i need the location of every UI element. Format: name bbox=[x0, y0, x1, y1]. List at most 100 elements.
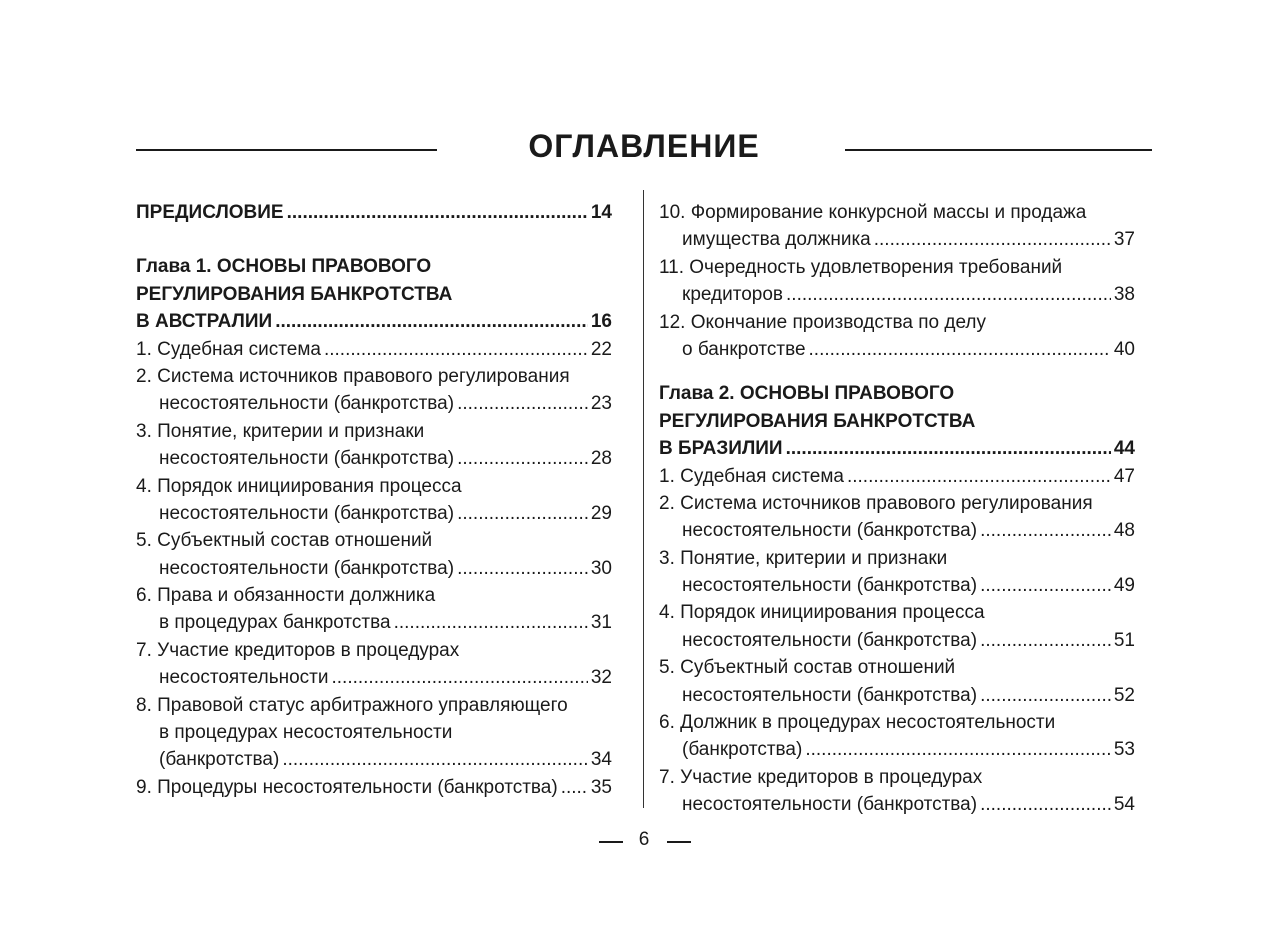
toc-line: ПРЕДИСЛОВИЕ 14 bbox=[136, 199, 612, 226]
toc-line: 2. Система источников правового регулиро… bbox=[659, 490, 1135, 517]
page-number: 6 bbox=[638, 829, 650, 850]
entry-text: 12. Окончание производства по делу bbox=[659, 311, 987, 333]
toc-column: ПРЕДИСЛОВИЕ 14 Глава 1. ОСНОВЫ ПРАВОВОГО РЕ… bbox=[136, 199, 612, 801]
toc-entry: 6. Права и обязанности должника в процеду… bbox=[136, 582, 612, 637]
entry-text: несостоятельности (банкротства) bbox=[682, 520, 978, 542]
entry-text: (банкротства) bbox=[682, 739, 803, 761]
toc-entry: 9. Процедуры несостоятельности (банкротс… bbox=[136, 774, 612, 801]
page-ref: 22 bbox=[590, 338, 612, 360]
page-ref: 44 bbox=[1113, 438, 1135, 460]
page-ref: 37 bbox=[1113, 229, 1135, 251]
dot-leader bbox=[457, 445, 588, 472]
entry-text: несостоятельности (банкротства) bbox=[682, 575, 978, 597]
toc-line: имущества должника 37 bbox=[659, 226, 1135, 253]
entry-text: 4. Порядок инициирования процесса bbox=[659, 602, 985, 624]
entry-text: Глава 2. ОСНОВЫ ПРАВОВОГО bbox=[659, 383, 955, 405]
entry-text: РЕГУЛИРОВАНИЯ БАНКРОТСТВА bbox=[659, 410, 976, 432]
entry-text: В БРАЗИЛИИ bbox=[659, 438, 783, 460]
dot-leader bbox=[331, 664, 587, 691]
toc-entry: 8. Правовой статус арбитражного управляю… bbox=[136, 692, 612, 774]
entry-text: несостоятельности (банкротства) bbox=[159, 502, 455, 524]
dot-leader bbox=[847, 463, 1111, 490]
entry-text: в процедурах несостоятельности bbox=[159, 722, 453, 744]
page-ref: 52 bbox=[1113, 684, 1135, 706]
dot-leader bbox=[457, 390, 588, 417]
toc-line: несостоятельности (банкротства) 28 bbox=[136, 445, 612, 472]
toc-line: несостоятельности (банкротства) 54 bbox=[659, 791, 1135, 818]
toc-line: несостоятельности (банкротства) 30 bbox=[136, 555, 612, 582]
toc-line: РЕГУЛИРОВАНИЯ БАНКРОТСТВА bbox=[136, 281, 612, 308]
toc-entry: 2. Система источников правового регулиро… bbox=[136, 363, 612, 418]
dot-leader bbox=[980, 517, 1111, 544]
toc-line: 4. Порядок инициирования процесса bbox=[136, 473, 612, 500]
dot-leader bbox=[786, 435, 1111, 462]
entry-text: 11. Очередность удовлетворения требовани… bbox=[659, 256, 1063, 278]
page-ref: 14 bbox=[590, 202, 612, 223]
toc-line: 8. Правовой статус арбитражного управляю… bbox=[136, 692, 612, 719]
entry-text: 3. Понятие, критерии и признаки bbox=[136, 420, 425, 442]
entry-text: о банкротстве bbox=[682, 338, 806, 360]
dot-leader bbox=[282, 746, 588, 773]
page-ref: 48 bbox=[1113, 520, 1135, 542]
toc-line: несостоятельности (банкротства) 23 bbox=[136, 390, 612, 417]
entry-text: 8. Правовой статус арбитражного управляю… bbox=[136, 694, 568, 716]
toc-entry: Глава 2. ОСНОВЫ ПРАВОВОГО РЕГУЛИРОВАНИЯ Б… bbox=[659, 380, 1135, 462]
entry-text: В АВСТРАЛИИ bbox=[136, 311, 273, 333]
toc-line: 6. Должник в процедурах несостоятельност… bbox=[659, 709, 1135, 736]
entry-text: 6. Права и обязанности должника bbox=[136, 585, 436, 607]
toc-line: (банкротства) 53 bbox=[659, 736, 1135, 763]
toc-entry: 4. Порядок инициирования процесса несосто… bbox=[659, 599, 1135, 654]
title-rule bbox=[136, 149, 437, 151]
toc-line: 3. Понятие, критерии и признаки bbox=[136, 418, 612, 445]
toc-entry: 4. Порядок инициирования процесса несосто… bbox=[136, 473, 612, 528]
page-ref: 29 bbox=[590, 502, 612, 524]
toc-entry: 12. Окончание производства по делу о банк… bbox=[659, 309, 1135, 364]
entry-text: несостоятельности (банкротства) bbox=[682, 629, 978, 651]
dot-leader bbox=[980, 682, 1111, 709]
page-ref: 47 bbox=[1113, 465, 1135, 487]
toc-line: Глава 1. ОСНОВЫ ПРАВОВОГО bbox=[136, 253, 612, 280]
dot-leader bbox=[805, 736, 1111, 763]
toc-line: 1. Судебная система 22 bbox=[136, 336, 612, 363]
toc-column: 10. Формирование конкурсной массы и прод… bbox=[659, 199, 1135, 819]
toc-entry: Глава 1. ОСНОВЫ ПРАВОВОГО РЕГУЛИРОВАНИЯ Б… bbox=[136, 253, 612, 335]
toc-entry: 3. Понятие, критерии и признаки несостоят… bbox=[136, 418, 612, 473]
entry-text: 7. Участие кредиторов в процедурах bbox=[136, 639, 460, 661]
entry-text: 2. Система источников правового регулиро… bbox=[659, 492, 1093, 514]
toc-entry: 5. Субъектный состав отношений несостояте… bbox=[136, 527, 612, 582]
entry-text: несостоятельности (банкротства) bbox=[159, 393, 455, 415]
page-ref: 40 bbox=[1113, 338, 1135, 360]
entry-text: кредиторов bbox=[682, 284, 784, 306]
entry-text: РЕГУЛИРОВАНИЯ БАНКРОТСТВА bbox=[136, 283, 453, 305]
toc-entry: 10. Формирование конкурсной массы и прод… bbox=[659, 199, 1135, 254]
dash bbox=[667, 841, 691, 843]
dot-leader bbox=[786, 281, 1111, 308]
toc-entry: 5. Субъектный состав отношений несостояте… bbox=[659, 654, 1135, 709]
page-ref: 35 bbox=[590, 776, 612, 798]
page-ref: 28 bbox=[590, 448, 612, 470]
toc-line: о банкротстве 40 bbox=[659, 336, 1135, 363]
toc-line: 12. Окончание производства по делу bbox=[659, 309, 1135, 336]
toc-line: 5. Субъектный состав отношений bbox=[136, 527, 612, 554]
toc-line: 5. Субъектный состав отношений bbox=[659, 654, 1135, 681]
toc-line: 7. Участие кредиторов в процедурах bbox=[136, 637, 612, 664]
dot-leader bbox=[457, 555, 588, 582]
page-ref: 31 bbox=[590, 612, 612, 634]
page-ref: 38 bbox=[1113, 284, 1135, 306]
toc-line: 2. Система источников правового регулиро… bbox=[136, 363, 612, 390]
page-ref: 30 bbox=[590, 557, 612, 579]
toc-line: В БРАЗИЛИИ 44 bbox=[659, 435, 1135, 462]
dot-leader bbox=[980, 627, 1111, 654]
column-divider bbox=[643, 190, 644, 808]
toc-line: в процедурах банкротства 31 bbox=[136, 609, 612, 636]
toc-line: 11. Очередность удовлетворения требовани… bbox=[659, 254, 1135, 281]
entry-text: 10. Формирование конкурсной массы и прод… bbox=[659, 202, 1087, 223]
entry-text: несостоятельности (банкротства) bbox=[159, 448, 455, 470]
page-ref: 34 bbox=[590, 749, 612, 771]
toc-entry: 11. Очередность удовлетворения требовани… bbox=[659, 254, 1135, 309]
toc-line: 7. Участие кредиторов в процедурах bbox=[659, 764, 1135, 791]
toc-line: 9. Процедуры несостоятельности (банкротс… bbox=[136, 774, 612, 801]
entry-text: 7. Участие кредиторов в процедурах bbox=[659, 766, 983, 788]
toc-line: 10. Формирование конкурсной массы и прод… bbox=[659, 199, 1135, 226]
